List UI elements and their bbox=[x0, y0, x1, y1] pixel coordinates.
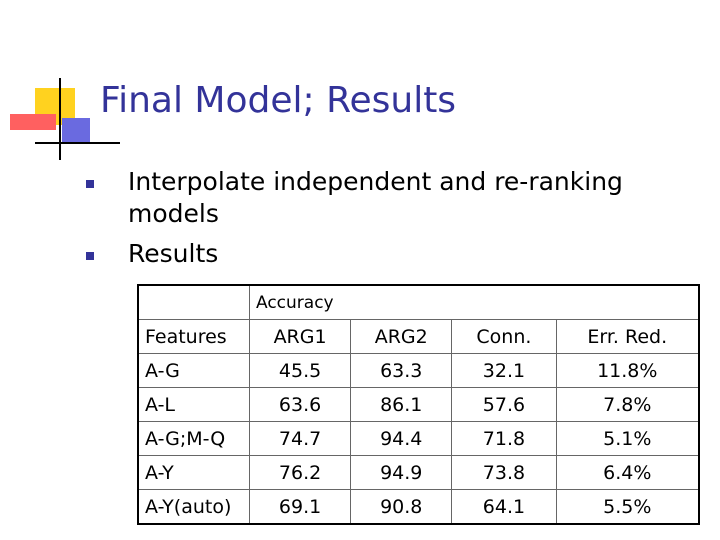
table-row: A-G;M-Q 74.7 94.4 71.8 5.1% bbox=[137, 421, 700, 456]
vertical-rule bbox=[59, 78, 61, 160]
table-row: A-Y 76.2 94.9 73.8 6.4% bbox=[137, 455, 700, 490]
table-cell: 7.8% bbox=[555, 387, 700, 422]
column-header: Conn. bbox=[451, 319, 557, 354]
table-row: Features ARG1 ARG2 Conn. Err. Red. bbox=[137, 319, 700, 354]
table-cell: 94.9 bbox=[350, 455, 453, 490]
column-header: Err. Red. bbox=[555, 319, 700, 354]
row-label: A-G;M-Q bbox=[137, 421, 250, 456]
table-cell: 57.6 bbox=[451, 387, 557, 422]
table-row: A-G 45.5 63.3 32.1 11.8% bbox=[137, 353, 700, 388]
table-cell: 5.1% bbox=[555, 421, 700, 456]
table-cell: 76.2 bbox=[248, 455, 352, 490]
table-cell: 69.1 bbox=[248, 489, 352, 525]
table-cell: 71.8 bbox=[451, 421, 557, 456]
row-label: A-Y(auto) bbox=[137, 489, 250, 525]
table-cell: 94.4 bbox=[350, 421, 453, 456]
row-label: A-Y bbox=[137, 455, 250, 490]
table-cell: 5.5% bbox=[555, 489, 700, 525]
horizontal-rule bbox=[35, 142, 120, 144]
table-cell: 63.6 bbox=[248, 387, 352, 422]
table-cell: 86.1 bbox=[350, 387, 453, 422]
bullet-marker bbox=[86, 180, 94, 188]
table-cell: 63.3 bbox=[350, 353, 453, 388]
table-row: Accuracy bbox=[137, 284, 700, 320]
table-cell: 6.4% bbox=[555, 455, 700, 490]
table-cell: 90.8 bbox=[350, 489, 453, 525]
column-header: Features bbox=[137, 319, 250, 354]
bullet-text: Results bbox=[128, 239, 219, 268]
table-cell: 32.1 bbox=[451, 353, 557, 388]
column-header: ARG2 bbox=[350, 319, 453, 354]
table-cell: 73.8 bbox=[451, 455, 557, 490]
table-row: A-L 63.6 86.1 57.6 7.8% bbox=[137, 387, 700, 422]
blue-square bbox=[62, 118, 90, 142]
slide-title: Final Model; Results bbox=[100, 80, 457, 121]
table-row: A-Y(auto) 69.1 90.8 64.1 5.5% bbox=[137, 489, 700, 525]
bullet-text: Interpolate independent and re-ranking m… bbox=[128, 167, 623, 228]
row-label: A-G bbox=[137, 353, 250, 388]
column-header: ARG1 bbox=[248, 319, 352, 354]
bullet-marker bbox=[86, 252, 94, 260]
table-cell: 45.5 bbox=[248, 353, 352, 388]
row-label: A-L bbox=[137, 387, 250, 422]
table-cell: 74.7 bbox=[248, 421, 352, 456]
red-bar bbox=[10, 114, 56, 130]
empty-cell bbox=[137, 284, 250, 320]
table-cell: 11.8% bbox=[555, 353, 700, 388]
table-cell: 64.1 bbox=[451, 489, 557, 525]
results-table: Accuracy Features ARG1 ARG2 Conn. Err. Red. A-… bbox=[137, 284, 700, 525]
group-header: Accuracy bbox=[249, 284, 700, 320]
